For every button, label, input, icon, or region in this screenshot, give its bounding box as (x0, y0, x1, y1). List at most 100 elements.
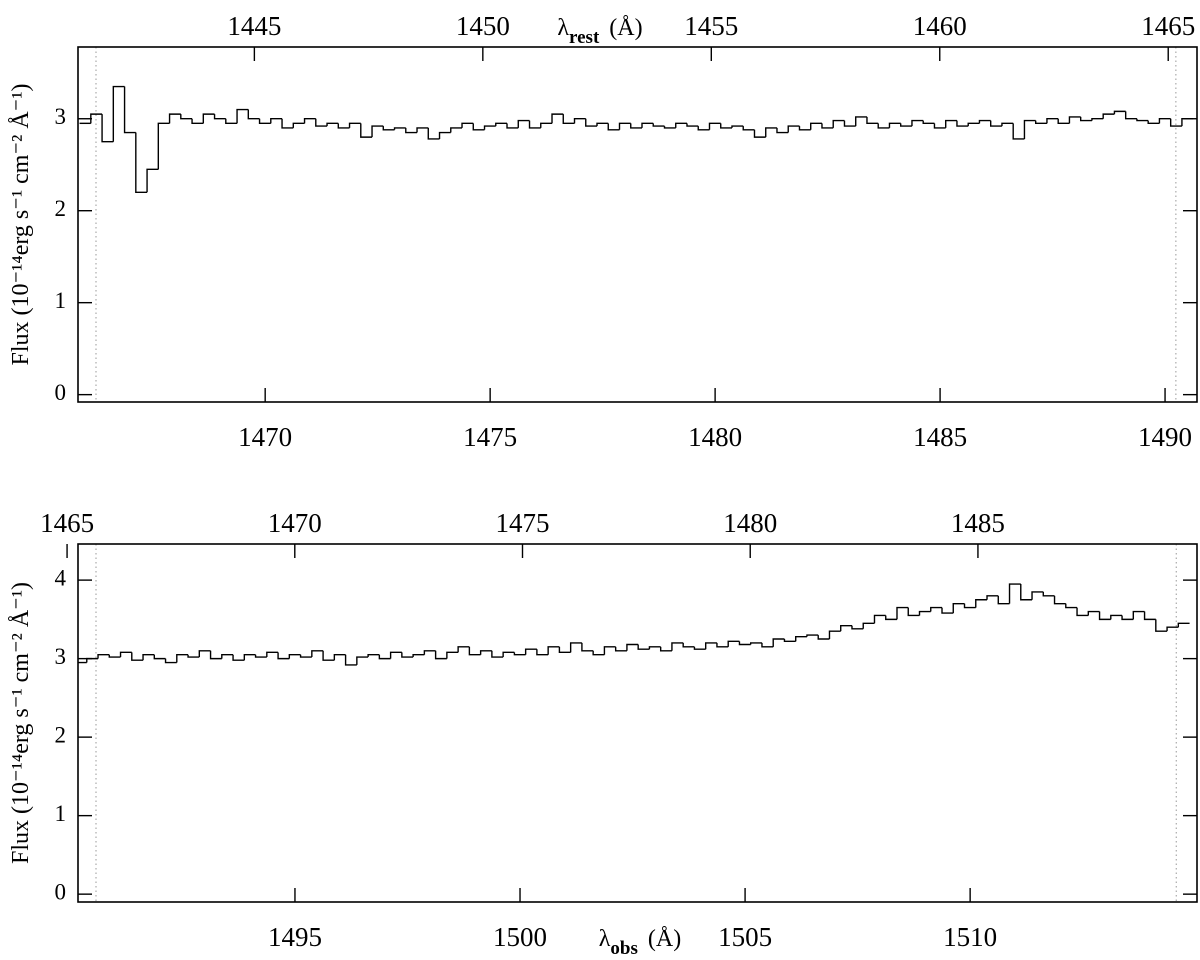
spectrum-bin (885, 615, 897, 621)
spectrum-bin (727, 640, 740, 647)
spectrum-bin (405, 127, 418, 134)
spectrum-bin (1012, 123, 1025, 140)
spectrum-bin (866, 116, 879, 125)
spectrum-bin (855, 116, 867, 127)
spectrum-bin (659, 646, 672, 652)
spectrum-bin (1023, 119, 1036, 139)
spectrum-bin (1065, 603, 1078, 609)
spectrum-bin (360, 123, 373, 138)
spectrum-bin (573, 118, 586, 124)
spectrum-bin (266, 651, 279, 658)
spectrum-bin (614, 646, 627, 652)
spectrum-bin (708, 122, 721, 130)
spectrum-bin (663, 126, 676, 129)
panel: 0 1 2 3 4 1495 1500 1505 1510 1465 1470 1475 1480 148… (8, 508, 1198, 959)
spectrum-bin (697, 126, 710, 131)
plot-frame (77, 543, 1198, 903)
spectrum-bin (119, 651, 132, 658)
y-tick-label: 0 (55, 380, 67, 405)
spectrum-bin (693, 646, 706, 650)
spectrum-bin (135, 132, 148, 194)
spectrum-bin (502, 651, 515, 658)
spectrum-bin (787, 125, 800, 133)
spectrum-bin (142, 653, 155, 661)
spectrum-bin (648, 646, 661, 650)
spectrum-bin (761, 642, 774, 648)
spectrum-bin (427, 127, 440, 140)
label-subscript: rest (569, 27, 600, 48)
spectrum-bin (851, 625, 864, 630)
spectrum-bin (450, 127, 463, 133)
spectrum-bin (213, 114, 226, 120)
spectrum-bin (491, 650, 504, 658)
spectrum-bin (270, 118, 283, 124)
series-group (78, 583, 1190, 666)
spectrum-bin (112, 85, 125, 142)
spectrum-bin (742, 126, 755, 131)
y-tick-label: 2 (55, 722, 67, 747)
spectrum-bin (765, 127, 777, 138)
spectrum-bin (157, 122, 170, 170)
spectrum-bin (997, 595, 1010, 605)
spectrum-bin (528, 120, 541, 129)
spectrum-bin (941, 607, 954, 614)
spectrum-bin (592, 650, 605, 656)
x2-tick-label: 1455 (684, 11, 738, 41)
spectrum-bin (585, 118, 598, 127)
spectrum-bin (671, 642, 684, 651)
axis-label: λobs (Å) (599, 926, 681, 959)
spectrum-bin (798, 126, 811, 131)
spectrum-bin (461, 122, 474, 128)
spectrum-bin (479, 650, 492, 655)
x-tick-label: 1500 (493, 922, 547, 952)
spectrum-bin (401, 652, 414, 658)
spectrum-bin (292, 122, 305, 128)
spectrum-bin (843, 120, 856, 127)
spectrum-bin (131, 652, 144, 661)
spectrum-bin (1147, 120, 1160, 125)
spectrum-bin (986, 595, 999, 600)
spectrum-bin (607, 123, 620, 131)
spectrum-bin (472, 123, 485, 131)
spectrum-bin (922, 120, 935, 125)
spectrum-bin (322, 650, 335, 661)
spectrum-bin (277, 652, 290, 660)
spectrum-bin (952, 602, 965, 614)
spectrum-bin (900, 123, 912, 127)
spectrum-bin (315, 118, 328, 127)
x2-tick-label: 1465 (40, 508, 94, 538)
spectrum-bin (911, 119, 924, 127)
spectrum-bin (108, 654, 121, 658)
spectrum-bin (783, 638, 796, 643)
y-axis-label: Flux (10⁻¹⁴erg s⁻¹ cm⁻² Å⁻¹) (8, 582, 34, 864)
spectrum-bin (198, 650, 211, 658)
spectrum-bin (221, 653, 234, 659)
spectrum-bin (877, 123, 890, 129)
spectrum-bin (236, 108, 249, 124)
spectrum-bin (356, 656, 369, 665)
spectrum-bin (551, 113, 564, 124)
spectrum-bin (101, 114, 114, 143)
spectrum-bin (963, 603, 976, 609)
spectrum-bin (720, 123, 732, 129)
spectrum-bin (187, 654, 200, 658)
spectrum-bin (389, 651, 402, 659)
spectrum-bin (558, 646, 571, 654)
spectrum-bin (517, 119, 530, 128)
spectrum-bin (348, 122, 361, 128)
spectrum-bin (933, 123, 946, 129)
x-tick-label: 1480 (688, 422, 742, 452)
spectrum-bin (337, 123, 350, 129)
y-tick-label: 3 (55, 104, 67, 129)
spectrum-bin (1020, 584, 1033, 601)
spectrum-bin (1124, 111, 1137, 120)
spectrum-bin (258, 118, 271, 125)
spectrum-bin (840, 624, 852, 632)
spectrum-bin (821, 123, 834, 129)
spectrum-bin (641, 122, 654, 128)
spectrum-bin (371, 125, 384, 138)
spectrum-bin (637, 644, 650, 650)
spectrum-bin (311, 650, 324, 658)
x2-tick-label: 1485 (951, 508, 1005, 538)
spectrum-bin (1035, 120, 1047, 125)
